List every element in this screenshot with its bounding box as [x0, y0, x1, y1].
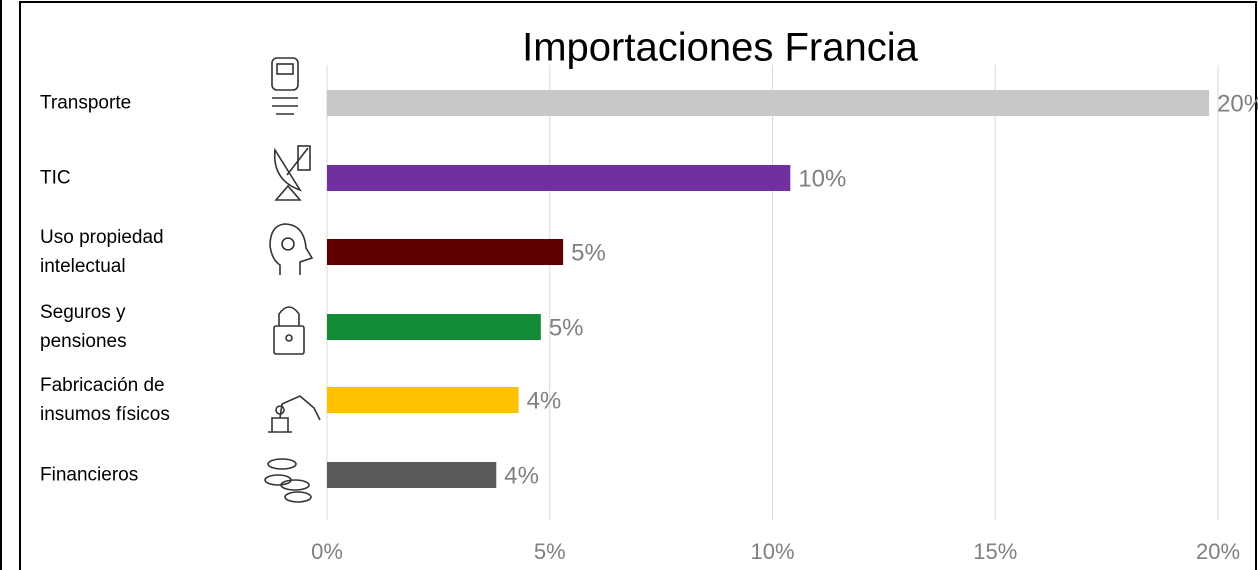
- x-tick-label: 0%: [311, 539, 343, 564]
- bar: [327, 314, 541, 340]
- value-label: 20%: [1217, 90, 1258, 117]
- value-label: 4%: [527, 387, 562, 414]
- value-label: 10%: [798, 165, 846, 192]
- value-label: 4%: [504, 462, 539, 489]
- category-label: Transporte: [40, 92, 132, 114]
- chart-title: Importaciones Francia: [522, 26, 918, 70]
- bar: [327, 387, 519, 413]
- x-tick-label: 5%: [534, 539, 566, 564]
- category-label: Seguros y pensiones: [40, 302, 127, 352]
- category-label: TIC: [40, 167, 71, 189]
- value-label: 5%: [549, 314, 584, 341]
- bar: [327, 90, 1210, 116]
- category-label: Uso propiedad intelectual: [40, 227, 164, 277]
- x-tick-label: 15%: [973, 539, 1017, 564]
- category-label: Fabricación de insumos físicos: [40, 375, 170, 425]
- bar: [327, 239, 564, 265]
- category-label: Financieros: [40, 464, 139, 486]
- bar: [327, 462, 497, 488]
- x-tick-label: 20%: [1196, 539, 1240, 564]
- value-label: 5%: [571, 239, 606, 266]
- bar: [327, 165, 791, 191]
- chart-frame: [19, 1, 1257, 570]
- x-tick-label: 10%: [750, 539, 794, 564]
- icons: [264, 57, 321, 503]
